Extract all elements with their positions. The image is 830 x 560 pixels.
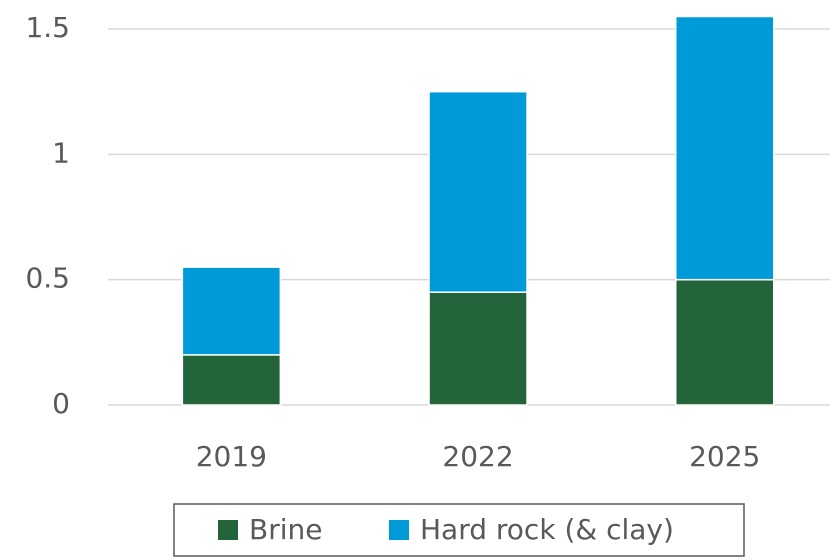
- y-tick-label: 0.5: [25, 262, 70, 295]
- y-tick-label: 0: [52, 387, 70, 420]
- bar-segment: [181, 266, 282, 356]
- bar-segment: [428, 291, 528, 406]
- bar-segment: [428, 90, 528, 293]
- y-tick-label: 1.5: [25, 11, 70, 44]
- x-tick-label: 2019: [196, 440, 267, 473]
- y-tick-label: 1: [52, 136, 70, 169]
- bar-segment: [181, 354, 282, 406]
- legend-box: [173, 503, 745, 557]
- legend-swatch: [218, 520, 238, 540]
- x-tick-label: 2025: [689, 440, 760, 473]
- x-tick-label: 2022: [442, 440, 513, 473]
- legend-label: Brine: [249, 513, 322, 546]
- bar-segment: [675, 15, 775, 281]
- legend-label: Hard rock (& clay): [420, 513, 674, 546]
- bar-segment: [675, 278, 775, 406]
- legend-swatch: [389, 520, 409, 540]
